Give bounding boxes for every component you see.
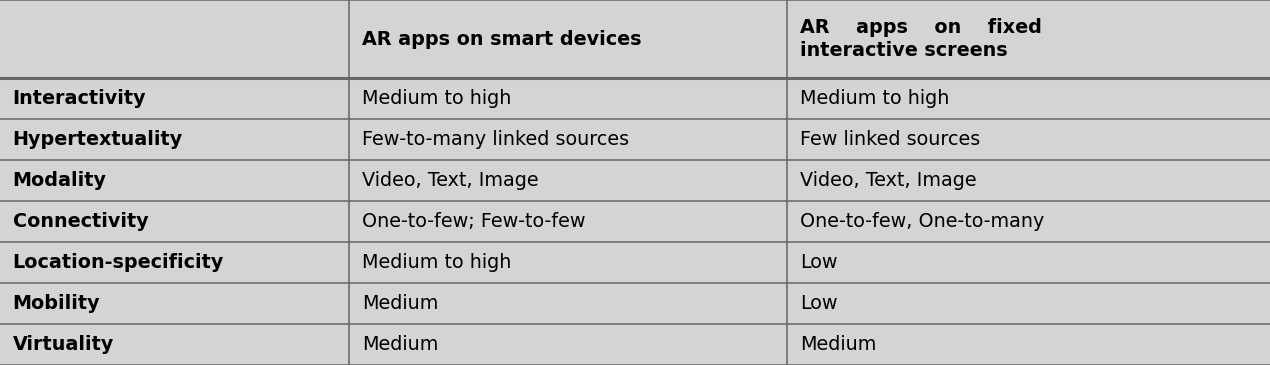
Text: Medium: Medium	[800, 335, 876, 354]
Text: Few linked sources: Few linked sources	[800, 130, 980, 149]
Text: Virtuality: Virtuality	[13, 335, 114, 354]
Text: Medium to high: Medium to high	[362, 253, 512, 272]
Text: Low: Low	[800, 253, 838, 272]
Text: Mobility: Mobility	[13, 294, 100, 313]
Text: Video, Text, Image: Video, Text, Image	[362, 171, 538, 190]
Text: Medium: Medium	[362, 335, 438, 354]
Text: Medium to high: Medium to high	[800, 89, 950, 108]
Text: Low: Low	[800, 294, 838, 313]
Text: Video, Text, Image: Video, Text, Image	[800, 171, 977, 190]
Text: Modality: Modality	[13, 171, 107, 190]
Text: Medium: Medium	[362, 294, 438, 313]
Text: Few-to-many linked sources: Few-to-many linked sources	[362, 130, 629, 149]
Text: AR apps on smart devices: AR apps on smart devices	[362, 30, 641, 49]
Text: One-to-few, One-to-many: One-to-few, One-to-many	[800, 212, 1044, 231]
Text: Connectivity: Connectivity	[13, 212, 149, 231]
Text: Medium to high: Medium to high	[362, 89, 512, 108]
Text: One-to-few; Few-to-few: One-to-few; Few-to-few	[362, 212, 585, 231]
Text: Interactivity: Interactivity	[13, 89, 146, 108]
Text: AR    apps    on    fixed
interactive screens: AR apps on fixed interactive screens	[800, 18, 1041, 60]
Text: Location-specificity: Location-specificity	[13, 253, 224, 272]
Text: Hypertextuality: Hypertextuality	[13, 130, 183, 149]
